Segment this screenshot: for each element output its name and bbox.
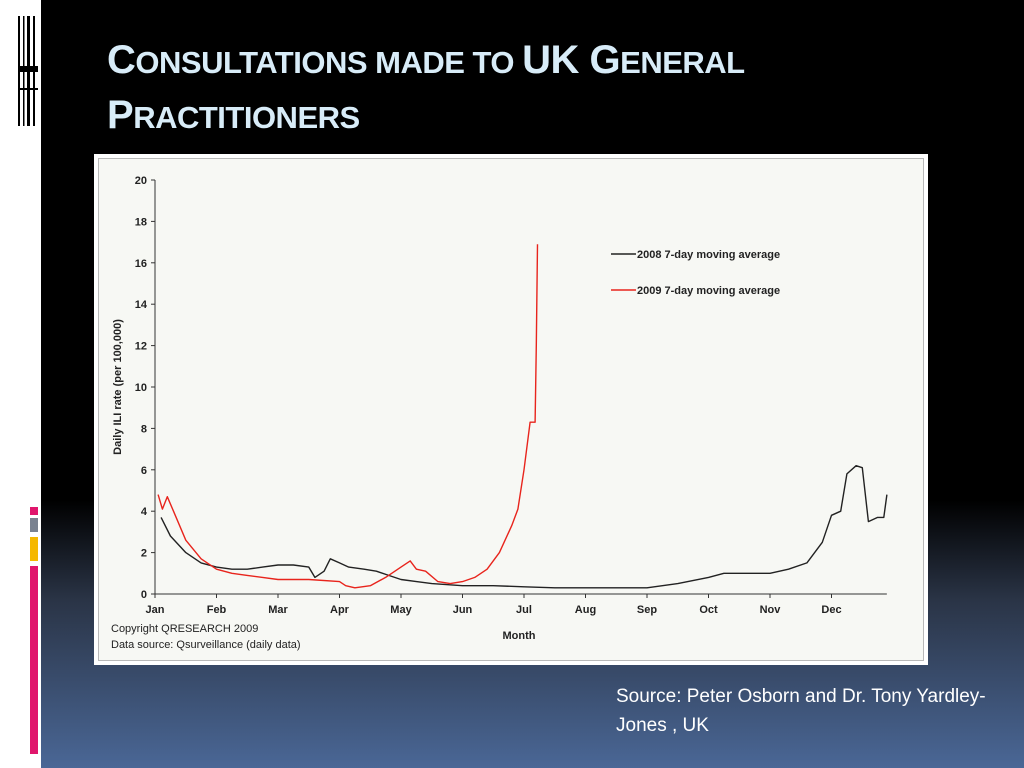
chart-frame: 0 2 4 6 8 10 12 14 16 18 20 Jan Feb Mar Apr May Jun Jul Au…	[94, 154, 928, 665]
x-tick-label: Nov	[760, 604, 782, 616]
legend-entry: 2008 7-day moving average	[637, 249, 780, 261]
accent-bar-pink	[30, 566, 38, 754]
copyright-note: Copyright QRESEARCH 2009	[111, 623, 258, 635]
y-tick-label: 18	[135, 216, 147, 228]
x-tick-label: Mar	[268, 604, 288, 616]
title-cap: P	[107, 93, 134, 137]
ili-rate-chart: 0 2 4 6 8 10 12 14 16 18 20 Jan Feb Mar Apr May Jun Jul Au…	[111, 175, 888, 651]
x-tick-label: Feb	[207, 604, 227, 616]
y-tick-label: 20	[135, 175, 147, 187]
title-cap: C	[107, 38, 136, 82]
y-tick-label: 4	[141, 506, 148, 518]
slide-title-line-1: CONSULTATIONS MADE TO UK GENERAL	[107, 34, 907, 89]
window-panes-icon	[18, 16, 38, 126]
legend-entry: 2009 7-day moving average	[637, 285, 780, 297]
series-line-2008	[160, 465, 888, 589]
y-tick-label: 6	[141, 465, 147, 477]
x-tick-label: Apr	[330, 604, 350, 616]
y-tick-label: 12	[135, 341, 147, 353]
x-tick-label: Sep	[637, 604, 657, 616]
series-line-2009	[157, 244, 539, 589]
y-tick-label: 14	[135, 299, 148, 311]
x-tick-label: Jul	[516, 604, 532, 616]
x-tick-label: Jun	[453, 604, 473, 616]
y-tick-label: 10	[135, 382, 147, 394]
title-cap: UK G	[522, 38, 621, 82]
y-axis-label: Daily ILI rate (per 100,000)	[112, 319, 124, 455]
x-tick-label: Dec	[821, 604, 841, 616]
y-tick-label: 8	[141, 423, 147, 435]
x-tick-label: Jan	[146, 604, 165, 616]
x-tick-label: Aug	[575, 604, 596, 616]
slide-title: CONSULTATIONS MADE TO UK GENERAL PRACTIT…	[107, 34, 907, 144]
y-tick-label: 2	[141, 548, 147, 560]
x-axis-label: Month	[503, 630, 536, 642]
x-tick-label: May	[390, 604, 412, 616]
accent-bar-pink-top	[30, 507, 38, 515]
title-smallcaps: ENERAL	[620, 45, 745, 80]
accent-bar-gray	[30, 518, 38, 532]
chart-panel: 0 2 4 6 8 10 12 14 16 18 20 Jan Feb Mar Apr May Jun Jul Au…	[98, 158, 924, 661]
y-tick-label: 0	[141, 589, 147, 601]
accent-bar-yellow	[30, 537, 38, 561]
title-smallcaps: RACTITIONERS	[133, 100, 360, 135]
x-tick-label: Oct	[699, 604, 718, 616]
y-tick-label: 16	[135, 258, 147, 270]
title-smallcaps: ONSULTATIONS MADE TO	[135, 45, 523, 80]
source-caption: Source: Peter Osborn and Dr. Tony Yardle…	[616, 686, 986, 736]
data-source-note: Data source: Qsurveillance (daily data)	[111, 639, 301, 651]
slide-title-line-2: PRACTITIONERS	[107, 89, 907, 144]
